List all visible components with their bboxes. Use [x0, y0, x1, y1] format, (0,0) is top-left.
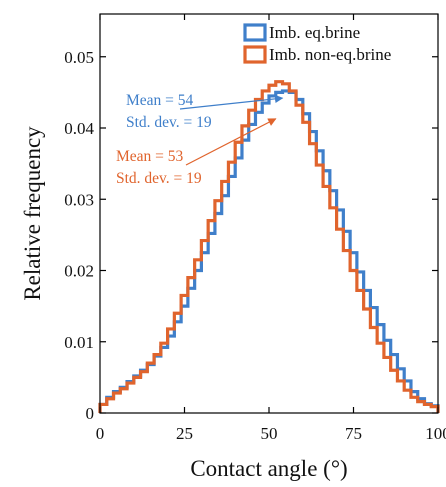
legend-swatch-1: [243, 45, 267, 64]
annotation-text-1: Std. dev. = 19: [116, 170, 202, 187]
annotation-arrow-1: [185, 118, 277, 166]
y-tick-label: 0.04: [64, 119, 94, 138]
x-tick-label: 25: [176, 424, 193, 443]
legend: Imb. eq.brine Imb. non-eq.brine: [243, 23, 391, 64]
y-tick-label: 0.01: [64, 333, 94, 352]
y-tick-label: 0.05: [64, 48, 94, 67]
legend-label-1: Imb. non-eq.brine: [269, 45, 391, 64]
series-layer: [98, 80, 440, 413]
annotation-text-0: Std. dev. = 19: [126, 114, 212, 131]
legend-swatch-0: [243, 23, 267, 42]
plot-frame: [99, 13, 439, 414]
annotation-text-1: Mean = 53: [116, 148, 184, 165]
annotation-arrow-0: [179, 94, 284, 110]
y-tick-label: 0: [86, 404, 95, 423]
axes-layer: 0 25 50 75 100 0 0.01 0.02 0.03 0.04 0.05: [64, 13, 446, 443]
series-line-1: [98, 80, 440, 413]
x-axis-label: Contact angle (°): [190, 456, 347, 481]
y-tick-label: 0.02: [64, 262, 94, 281]
y-axis-label: Relative frequency: [20, 126, 45, 301]
annotations-layer: Mean = 54 Std. dev. = 19 Mean = 53 Std. dev…: [116, 92, 284, 187]
x-tick-label: 0: [96, 424, 105, 443]
x-tick-label: 100: [425, 424, 446, 443]
x-tick-label: 75: [345, 424, 362, 443]
annotation-text-0: Mean = 54: [126, 92, 194, 109]
legend-label-0: Imb. eq.brine: [269, 23, 360, 42]
x-tick-label: 50: [261, 424, 278, 443]
y-tick-label: 0.03: [64, 190, 94, 209]
